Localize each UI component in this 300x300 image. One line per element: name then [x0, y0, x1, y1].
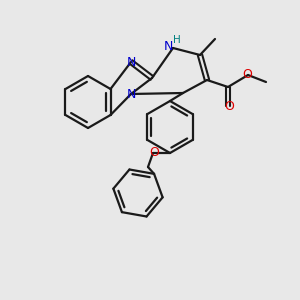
Text: H: H	[173, 35, 181, 45]
Text: O: O	[149, 146, 159, 158]
Text: O: O	[242, 68, 252, 80]
Text: N: N	[126, 56, 136, 68]
Text: N: N	[126, 88, 136, 100]
Text: N: N	[163, 40, 173, 53]
Text: O: O	[224, 100, 234, 112]
